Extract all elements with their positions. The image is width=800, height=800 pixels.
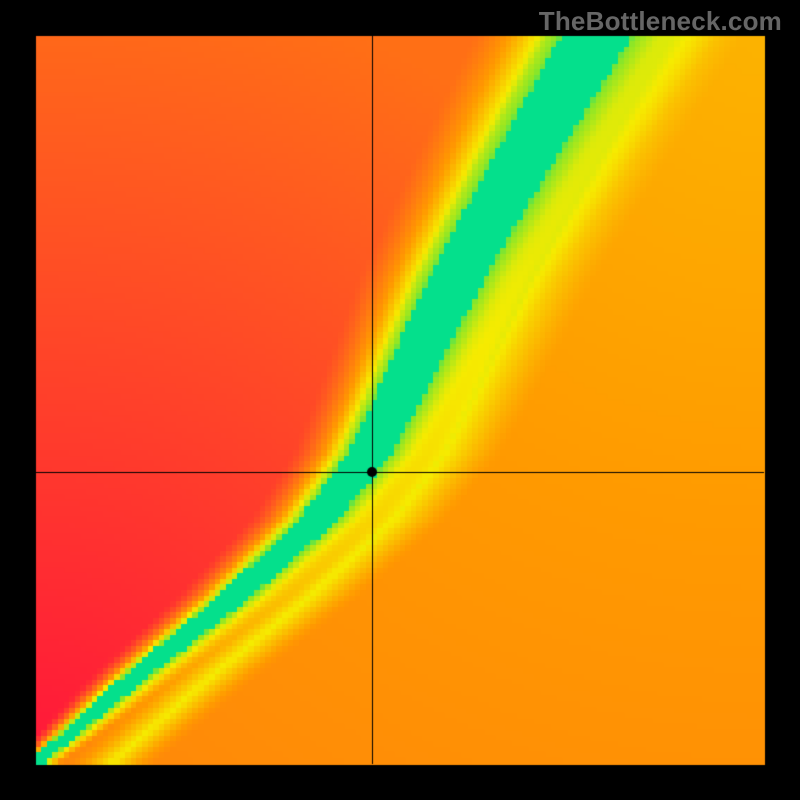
watermark-text: TheBottleneck.com — [539, 6, 782, 37]
chart-container: TheBottleneck.com — [0, 0, 800, 800]
bottleneck-heatmap — [0, 0, 800, 800]
